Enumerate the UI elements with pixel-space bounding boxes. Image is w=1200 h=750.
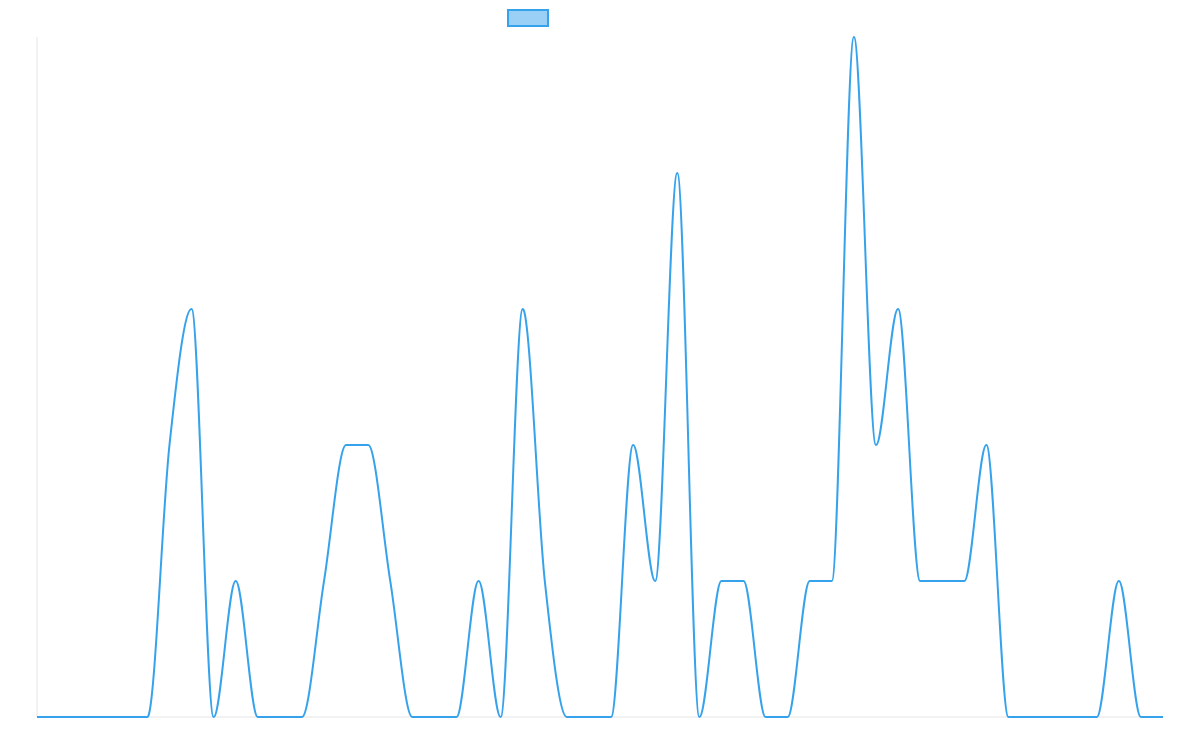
data-point[interactable] [1050,714,1056,720]
data-point[interactable] [718,578,724,584]
data-point[interactable] [1138,714,1144,720]
legend-swatch[interactable] [507,9,549,27]
data-point[interactable] [299,714,305,720]
data-point[interactable] [34,714,40,720]
data-point[interactable] [895,306,901,312]
data-point[interactable] [630,442,636,448]
data-point[interactable] [277,714,283,720]
data-point[interactable] [1005,714,1011,720]
data-point[interactable] [939,578,945,584]
data-point[interactable] [741,578,747,584]
data-point[interactable] [122,714,128,720]
data-point[interactable] [476,578,482,584]
data-point[interactable] [498,714,504,720]
data-point[interactable] [189,306,195,312]
data-point[interactable] [807,578,813,584]
data-point[interactable] [56,714,62,720]
data-point[interactable] [1028,714,1034,720]
data-point[interactable] [431,714,437,720]
data-point[interactable] [343,442,349,448]
data-point[interactable] [365,442,371,448]
data-point[interactable] [144,714,150,720]
data-point[interactable] [255,714,261,720]
data-point[interactable] [1116,578,1122,584]
data-point[interactable] [983,442,989,448]
data-point[interactable] [873,442,879,448]
data-point[interactable] [1072,714,1078,720]
data-point[interactable] [321,578,327,584]
data-point[interactable] [608,714,614,720]
data-point[interactable] [409,714,415,720]
series-line [36,36,1163,719]
data-point[interactable] [785,714,791,720]
chart-series [34,34,1166,720]
data-point[interactable] [829,578,835,584]
data-point[interactable] [586,714,592,720]
data-point[interactable] [564,714,570,720]
data-point[interactable] [520,306,526,312]
data-point[interactable] [917,578,923,584]
data-point[interactable] [696,714,702,720]
data-point[interactable] [1094,714,1100,720]
data-point[interactable] [387,578,393,584]
data-point[interactable] [851,34,857,40]
data-point[interactable] [211,714,217,720]
data-point[interactable] [166,442,172,448]
data-point[interactable] [100,714,106,720]
data-point[interactable] [233,578,239,584]
data-point[interactable] [674,170,680,176]
data-point[interactable] [652,578,658,584]
data-point[interactable] [961,578,967,584]
data-point[interactable] [78,714,84,720]
chart-legend[interactable] [507,9,549,27]
data-point[interactable] [763,714,769,720]
data-point[interactable] [453,714,459,720]
data-point[interactable] [542,578,548,584]
data-point[interactable] [1160,714,1166,720]
